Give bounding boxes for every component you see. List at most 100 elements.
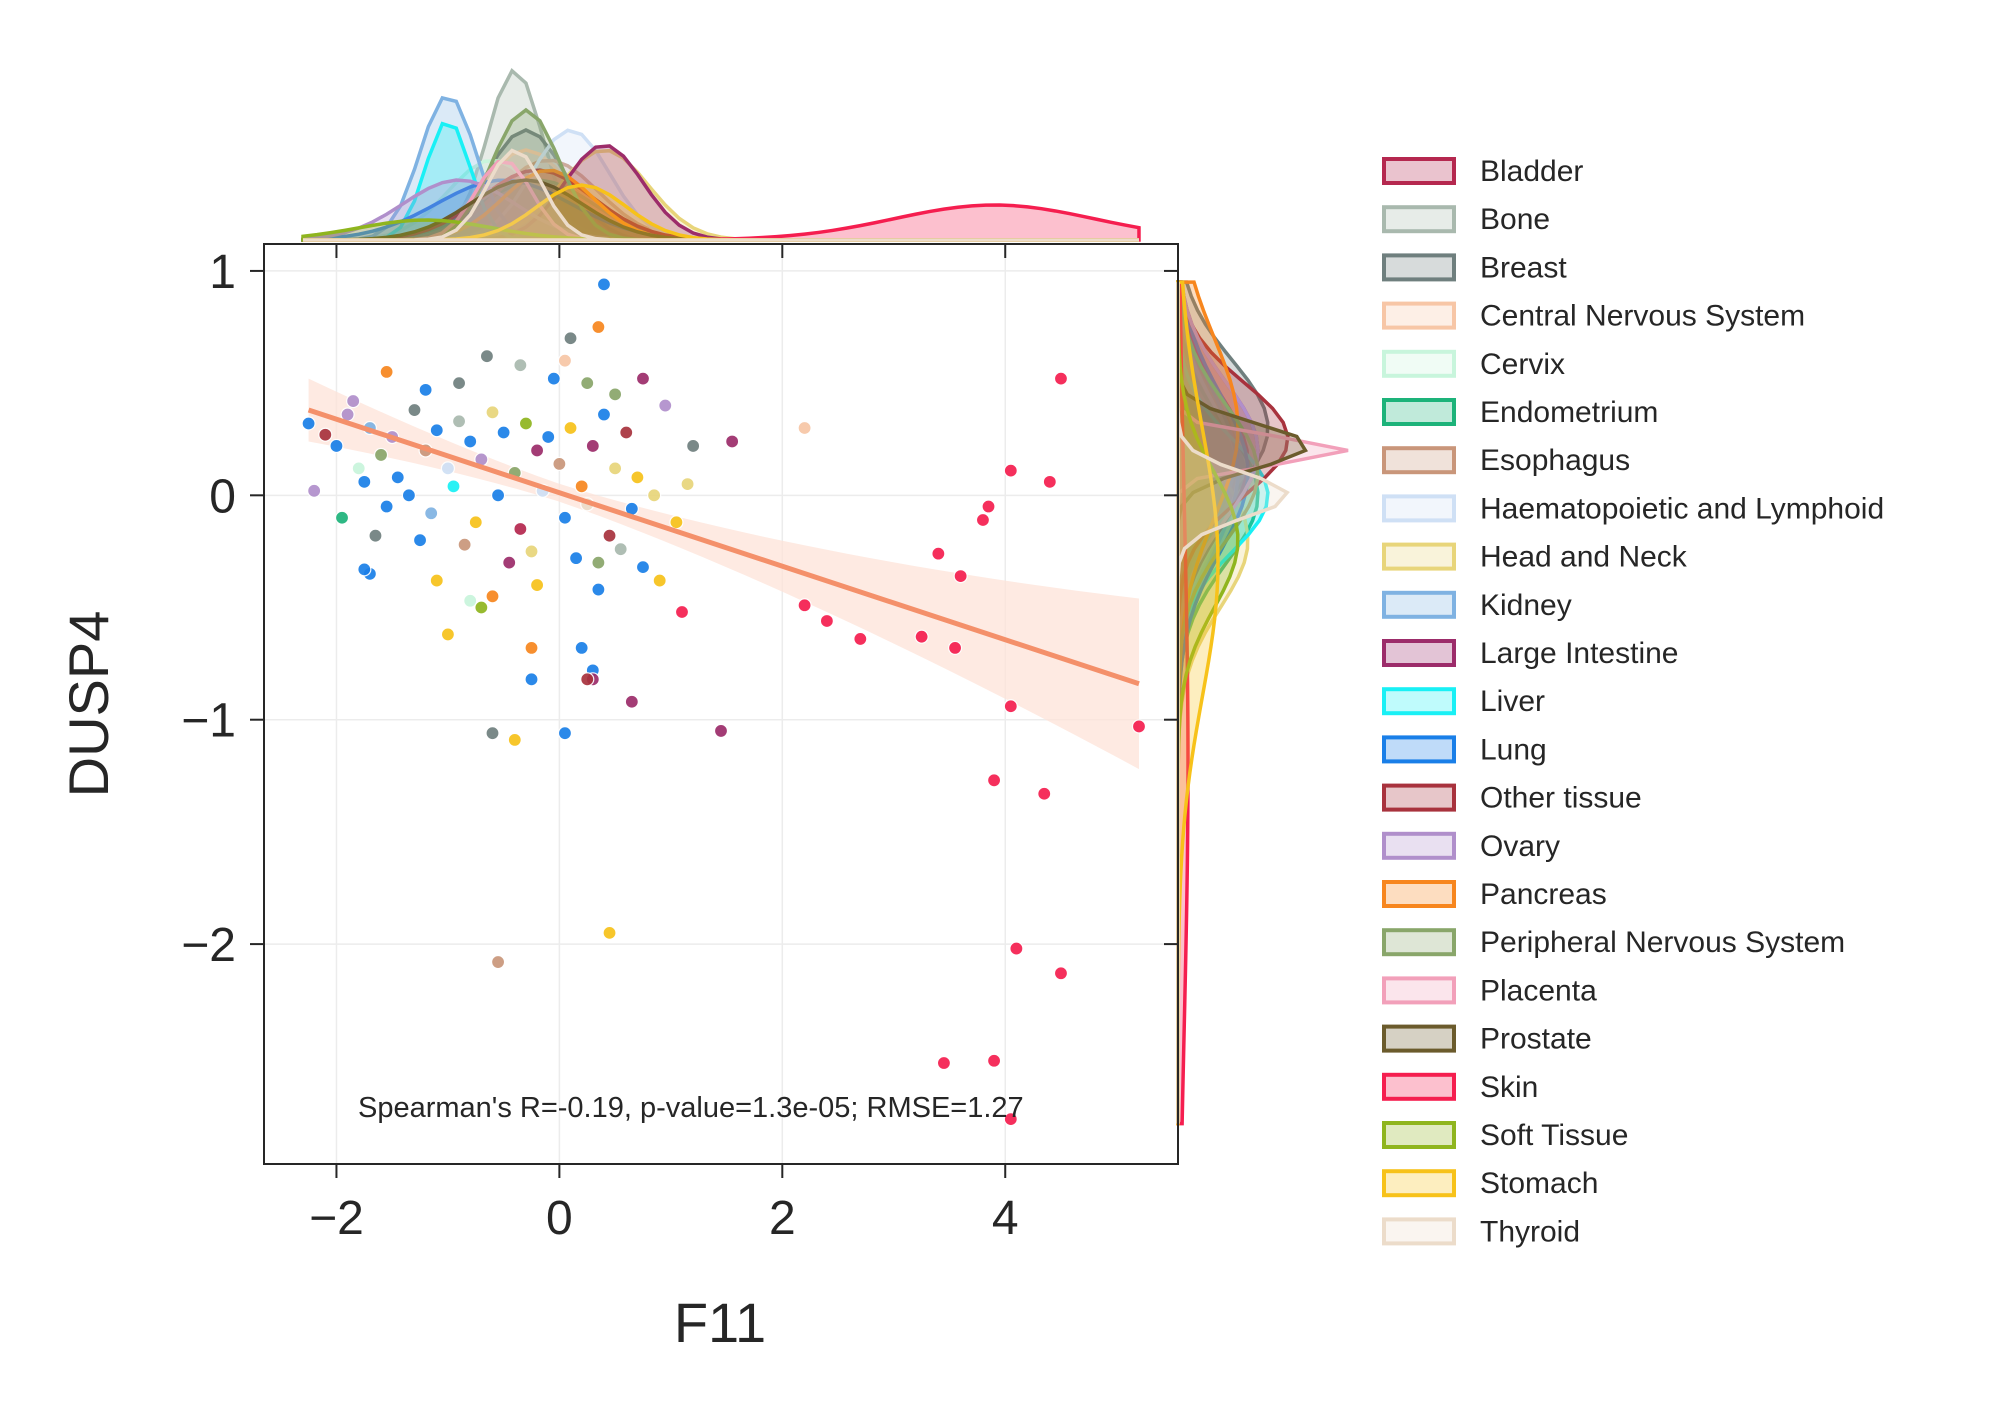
scatter-point: [329, 438, 344, 454]
scatter-point: [986, 1053, 1002, 1068]
scatter-point: [1003, 1112, 1018, 1127]
legend-item: Head and Neck: [1382, 541, 1688, 574]
scatter-point: [351, 461, 366, 476]
scatter-point: [568, 551, 584, 566]
scatter-point: [529, 577, 545, 593]
legend-item: Breast: [1382, 251, 1567, 284]
scatter-point: [463, 434, 478, 449]
scatter-point: [485, 726, 500, 741]
scatter-point: [557, 726, 573, 741]
legend-label: Breast: [1480, 251, 1567, 284]
legend-item: Haematopoietic and Lymphoid: [1382, 492, 1884, 525]
scatter-point: [797, 598, 812, 613]
scatter-point: [357, 474, 372, 489]
scatter-point: [936, 1055, 952, 1071]
scatter-point: [608, 387, 623, 402]
scatter-point: [853, 631, 868, 647]
legend-label: Head and Neck: [1480, 541, 1688, 574]
scatter-point: [401, 488, 417, 503]
scatter-point: [557, 510, 573, 525]
legend-label: Endometrium: [1480, 396, 1658, 429]
legend-label: Large Intestine: [1480, 637, 1678, 670]
scatter-point: [574, 479, 589, 494]
scatter-point: [440, 627, 456, 642]
scatter-point: [457, 537, 472, 552]
x-tick-label: 4: [992, 1192, 1019, 1245]
legend-swatch: [1382, 1024, 1456, 1053]
scatter-point: [524, 544, 539, 559]
scatter-point: [1131, 719, 1147, 734]
legend-swatch: [1382, 542, 1456, 571]
scatter-point: [797, 420, 812, 436]
scatter-points: [301, 277, 1147, 1127]
legend-swatch: [1382, 253, 1456, 282]
scatter-point: [368, 528, 383, 543]
scatter-point: [301, 416, 316, 431]
scatter-point: [931, 546, 946, 561]
legend-label: Lung: [1480, 733, 1547, 766]
y-axis-ticks: −2 −1 0 1: [181, 246, 1178, 972]
legend-item: Peripheral Nervous System: [1382, 926, 1845, 959]
scatter-point: [496, 425, 511, 440]
scatter-point: [490, 954, 506, 970]
scatter-point: [1037, 786, 1052, 801]
scatter-point: [975, 512, 991, 528]
scatter-point: [680, 476, 695, 492]
legend-item: Pancreas: [1382, 878, 1607, 911]
scatter-point: [1053, 371, 1069, 386]
legend-item: Prostate: [1382, 1023, 1592, 1056]
plot-frame: [263, 243, 1179, 1165]
scatter-point: [725, 434, 740, 449]
legend-swatch: [1382, 494, 1456, 523]
scatter-point: [635, 560, 651, 575]
scatter-point: [468, 515, 483, 530]
scatter-point: [451, 376, 467, 391]
scatter-point: [318, 427, 333, 442]
scatter-point: [485, 589, 500, 604]
scatter-point: [357, 562, 372, 577]
scatter-point: [412, 533, 428, 548]
scatter-point: [513, 521, 528, 537]
legend-swatch: [1382, 1217, 1456, 1246]
scatter-point: [652, 573, 667, 588]
scatter-point: [914, 629, 929, 644]
scatter-point: [686, 438, 701, 454]
legend-item: Cervix: [1382, 348, 1565, 381]
top-density-curve: [303, 148, 1139, 242]
legend-item: Skin: [1382, 1071, 1538, 1104]
scatter-point: [552, 456, 567, 472]
legend-swatch: [1382, 398, 1456, 426]
legend-swatch: [1382, 976, 1456, 1005]
scatter-point: [463, 593, 478, 608]
legend-item: Ovary: [1382, 830, 1560, 863]
scatter-point: [524, 672, 539, 687]
scatter-point: [602, 925, 617, 940]
scatter-point: [485, 405, 500, 420]
legend-swatch: [1382, 1072, 1456, 1101]
legend-label: Central Nervous System: [1480, 300, 1805, 333]
scatter-point: [451, 414, 467, 429]
y-tick-label: 0: [209, 470, 236, 523]
scatter-point: [429, 423, 444, 438]
legend-item: Large Intestine: [1382, 637, 1678, 670]
x-axis-ticks: −2 0 2 4: [309, 244, 1019, 1245]
legend-label: Haematopoietic and Lymphoid: [1480, 492, 1884, 525]
legend-label: Skin: [1480, 1071, 1538, 1104]
scatter-point: [490, 488, 506, 503]
scatter-point: [373, 447, 389, 463]
scatter-point: [953, 568, 968, 584]
scatter-point: [624, 694, 639, 709]
legend-swatch: [1382, 880, 1456, 908]
legend-item: Central Nervous System: [1382, 300, 1805, 333]
legend-item: Lung: [1382, 733, 1547, 766]
legend-swatch: [1382, 301, 1456, 330]
legend-label: Bladder: [1480, 155, 1583, 188]
legend-label: Thyroid: [1480, 1215, 1580, 1248]
scatter-point: [507, 732, 522, 748]
scatter-point: [379, 499, 394, 514]
top-marginal-density: [301, 68, 1141, 242]
scatter-point: [440, 461, 456, 476]
scatter-point: [513, 358, 528, 373]
scatter-point: [379, 364, 394, 380]
